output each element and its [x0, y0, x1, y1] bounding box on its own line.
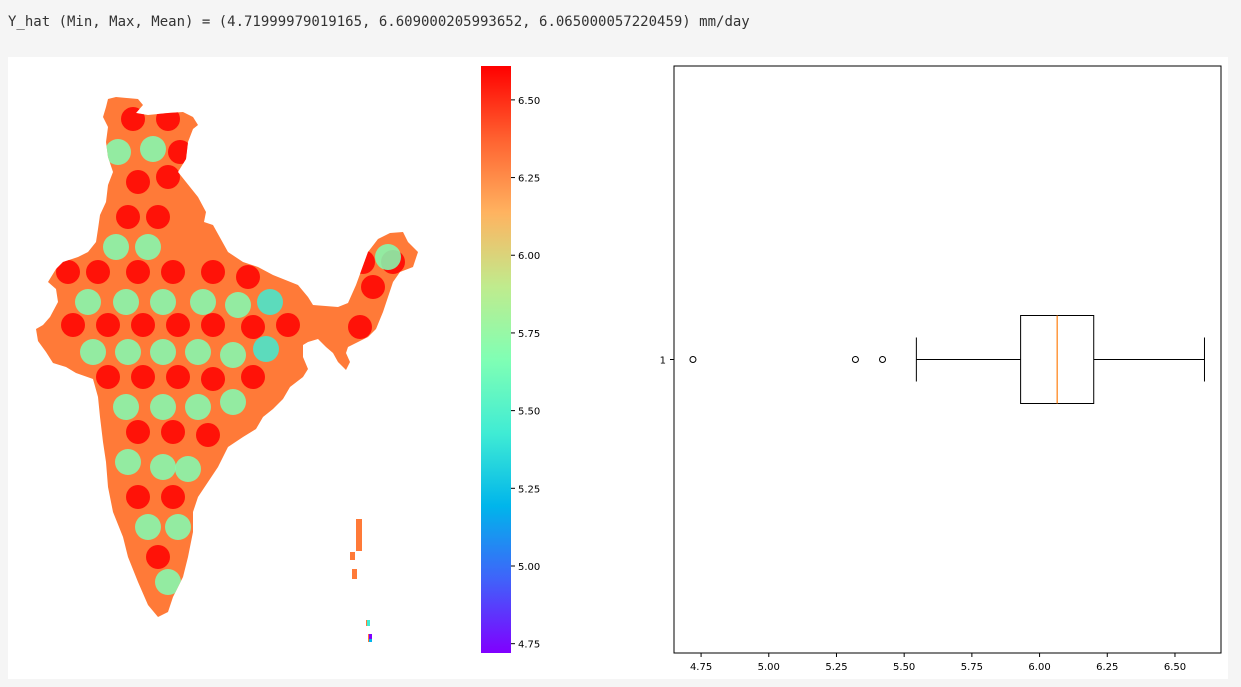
colorbar-tick-label: 4.75 — [518, 640, 540, 651]
map-value-blob — [201, 367, 225, 391]
x-tick-label: 5.00 — [758, 662, 780, 673]
map-value-blob — [113, 289, 139, 315]
map-value-blob — [150, 394, 176, 420]
map-value-blob — [150, 454, 176, 480]
map-value-blob — [126, 260, 150, 284]
map-value-blob — [156, 165, 180, 189]
x-tick-label: 6.00 — [1028, 662, 1050, 673]
map-value-blob — [96, 313, 120, 337]
map-value-blob — [196, 423, 220, 447]
map-value-blob — [351, 250, 375, 274]
colorbar-tick-label: 6.50 — [518, 96, 540, 107]
colorbar-tick-label: 6.25 — [518, 174, 540, 185]
map-island-cell — [369, 634, 373, 639]
map-value-blob — [86, 260, 110, 284]
map-value-blob — [150, 339, 176, 365]
map-value-blob — [375, 244, 401, 270]
india-heatmap — [36, 97, 418, 642]
map-value-blob — [113, 394, 139, 420]
x-tick-label: 4.75 — [690, 662, 712, 673]
outlier-point — [879, 356, 887, 363]
map-value-blob — [115, 449, 141, 475]
map-value-blob — [175, 456, 201, 482]
map-value-blob — [201, 313, 225, 337]
map-base-fill — [36, 97, 418, 642]
colorbar-tick-label: 5.00 — [518, 562, 540, 573]
colorbar-tick-label: 5.50 — [518, 407, 540, 418]
cell-stdout: Y_hat (Min, Max, Mean) = (4.719999790191… — [8, 14, 750, 30]
map-value-blob — [56, 260, 80, 284]
x-tick-label: 6.50 — [1164, 662, 1186, 673]
y-tick-label: 1 — [660, 356, 666, 367]
map-value-blob — [253, 336, 279, 362]
map-value-blob — [103, 234, 129, 260]
map-value-blob — [146, 205, 170, 229]
map-value-blob — [361, 275, 385, 299]
colorbar-bar — [481, 66, 511, 653]
figure-canvas: 4.75 5.00 5.25 5.50 5.75 6.00 6.25 6.50 4.75 5.0… — [36, 65, 1222, 673]
map-value-blob — [201, 260, 225, 284]
map-value-blob — [348, 315, 372, 339]
map-value-blob — [241, 365, 265, 389]
map-value-blob — [161, 485, 185, 509]
figure-output: 4.75 5.00 5.25 5.50 5.75 6.00 6.25 6.50 4.75 5.0… — [8, 57, 1228, 679]
map-island-cell — [367, 620, 371, 626]
map-value-blob — [96, 365, 120, 389]
map-value-blob — [126, 420, 150, 444]
map-value-blob — [115, 339, 141, 365]
map-value-blob — [140, 136, 166, 162]
map-value-blob — [220, 342, 246, 368]
map-value-blob — [236, 265, 260, 289]
map-value-blob — [325, 274, 351, 300]
colorbar-tick-label: 5.75 — [518, 329, 540, 340]
map-value-blob — [166, 313, 190, 337]
outlier-point — [689, 356, 697, 363]
x-tick-label: 5.50 — [893, 662, 915, 673]
map-value-blob — [131, 365, 155, 389]
outlier-point — [851, 356, 859, 363]
map-value-blob — [135, 514, 161, 540]
map-value-blob — [168, 140, 192, 164]
map-island-cell — [369, 639, 373, 642]
map-value-blob — [166, 365, 190, 389]
map-value-blob — [156, 107, 180, 131]
colorbar-tick-label: 6.00 — [518, 251, 540, 262]
x-tick-label: 5.75 — [961, 662, 983, 673]
map-value-blob — [146, 545, 170, 569]
map-value-blob — [155, 569, 181, 595]
map-value-blob — [126, 485, 150, 509]
map-value-blob — [190, 289, 216, 315]
map-value-blob — [220, 389, 246, 415]
map-value-blob — [161, 260, 185, 284]
map-value-blob — [80, 339, 106, 365]
map-value-blob — [241, 315, 265, 339]
map-value-blob — [257, 289, 283, 315]
map-value-blob — [126, 170, 150, 194]
map-value-blob — [131, 313, 155, 337]
map-value-blob — [75, 289, 101, 315]
map-value-blob — [165, 514, 191, 540]
boxplot-panel: 4.75 5.00 5.25 5.50 5.75 6.00 6.25 6.50 1 — [660, 65, 1222, 673]
map-value-blob — [161, 420, 185, 444]
x-tick-label: 6.25 — [1096, 662, 1118, 673]
colorbar: 4.75 5.00 5.25 5.50 5.75 6.00 6.25 6.50 — [481, 66, 540, 653]
x-tick-label: 5.25 — [825, 662, 847, 673]
map-value-blob — [116, 205, 140, 229]
map-value-blob — [225, 292, 251, 318]
map-value-blob — [105, 139, 131, 165]
map-value-blob — [61, 313, 85, 337]
colorbar-tick-label: 5.25 — [518, 484, 540, 495]
map-value-blob — [276, 313, 300, 337]
map-value-blob — [135, 234, 161, 260]
map-value-blob — [150, 289, 176, 315]
map-value-blob — [185, 394, 211, 420]
map-value-blob — [121, 107, 145, 131]
map-value-blob — [185, 339, 211, 365]
